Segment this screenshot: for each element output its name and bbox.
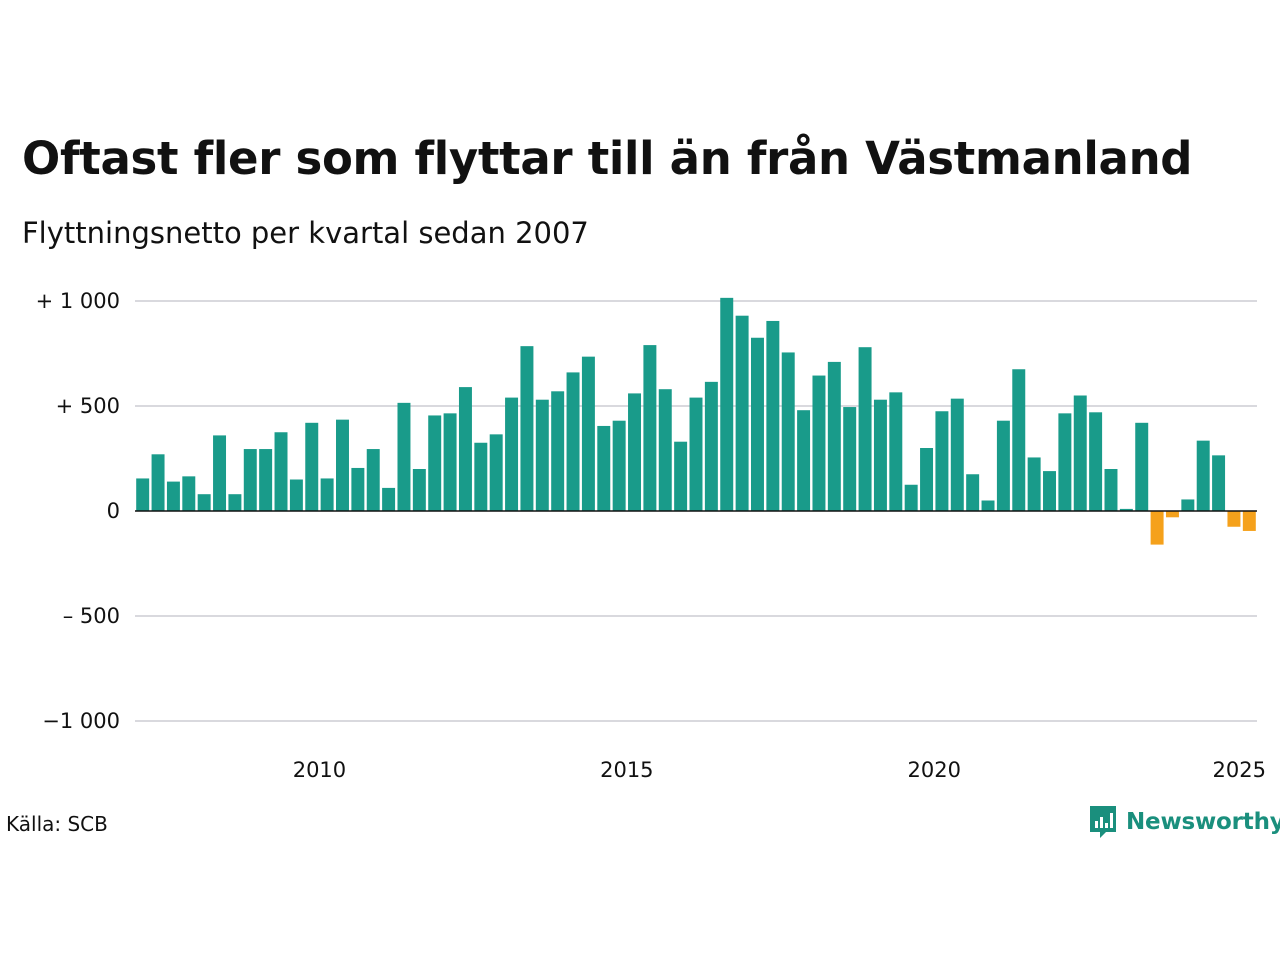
newsworthy-logo-icon [1090, 806, 1116, 838]
bar [458, 387, 472, 511]
bar [151, 454, 165, 511]
bar [1135, 422, 1149, 511]
bar [182, 476, 196, 511]
bar [505, 397, 519, 511]
bar [1181, 499, 1195, 511]
chart-subtitle: Flyttningsnetto per kvartal sedan 2007 [22, 216, 589, 250]
x-axis: 2010 2015 2020 2025 [293, 758, 1266, 782]
bar [1242, 511, 1256, 531]
brand-logo: Newsworthy [1088, 804, 1280, 840]
bar [643, 345, 657, 511]
bar [366, 449, 380, 511]
bar [628, 393, 642, 511]
bar [1165, 511, 1179, 518]
bar [1012, 369, 1026, 511]
x-tick-label: 2010 [293, 758, 346, 782]
bar [136, 478, 150, 511]
bar [904, 484, 918, 511]
bar [443, 413, 457, 511]
bar [1150, 511, 1164, 545]
bar [259, 449, 273, 511]
bar [1119, 508, 1133, 511]
bar [920, 448, 934, 511]
bar [689, 397, 703, 511]
bar [766, 320, 780, 511]
bar [474, 442, 488, 511]
x-tick-label: 2015 [600, 758, 653, 782]
bar [520, 346, 534, 511]
bar [228, 494, 242, 511]
bar [1027, 457, 1041, 511]
bar [166, 481, 180, 511]
bar [797, 410, 811, 511]
x-tick-label: 2020 [908, 758, 961, 782]
x-tick-label: 2025 [1213, 758, 1266, 782]
bar [213, 435, 227, 511]
bar [612, 420, 626, 511]
bar [428, 415, 442, 511]
bars [136, 297, 1256, 545]
bar [1089, 412, 1103, 511]
bar [535, 399, 549, 511]
y-tick-label: – 500 [63, 604, 120, 628]
bar [197, 494, 211, 511]
bar [658, 389, 672, 511]
bar [597, 425, 611, 511]
bar [382, 487, 396, 511]
bar [289, 479, 303, 511]
source-note: Källa: SCB [6, 812, 108, 836]
bar [581, 356, 595, 511]
bar [750, 337, 764, 511]
bar [551, 391, 565, 511]
bar [704, 381, 718, 511]
bar [1227, 511, 1241, 527]
bar [981, 500, 995, 511]
bar [735, 315, 749, 511]
bar [351, 467, 365, 511]
bar [566, 372, 580, 511]
brand-name: Newsworthy [1126, 809, 1280, 835]
bar [950, 398, 964, 511]
bar [1043, 471, 1056, 511]
bar [1196, 440, 1210, 511]
bar [1058, 413, 1072, 511]
bar [1073, 395, 1087, 511]
bar [812, 375, 826, 511]
bar [858, 347, 872, 511]
bar [397, 402, 411, 511]
chart-title: Oftast fler som flyttar till än från Väs… [22, 132, 1193, 185]
y-tick-label: 0 [107, 499, 120, 523]
gridlines [135, 300, 1257, 722]
bar [1104, 469, 1118, 511]
bar [720, 297, 734, 511]
bar [873, 399, 887, 511]
bar [935, 411, 949, 511]
bar [843, 407, 857, 511]
bar [781, 352, 795, 511]
y-tick-label: + 500 [56, 394, 120, 418]
bar [996, 420, 1010, 511]
bar [336, 419, 349, 511]
bar [243, 449, 257, 511]
bar [305, 422, 319, 511]
y-tick-label: −1 000 [42, 709, 120, 733]
bar [274, 432, 288, 511]
bar [412, 469, 426, 511]
bar [889, 392, 903, 511]
bar [674, 441, 688, 511]
bar [320, 478, 334, 511]
bar [489, 434, 503, 511]
bar [827, 361, 841, 511]
y-axis: + 1 000 + 500 0 – 500 −1 000 [36, 289, 120, 733]
bar [966, 474, 980, 511]
y-tick-label: + 1 000 [36, 289, 120, 313]
bar [1212, 455, 1226, 511]
